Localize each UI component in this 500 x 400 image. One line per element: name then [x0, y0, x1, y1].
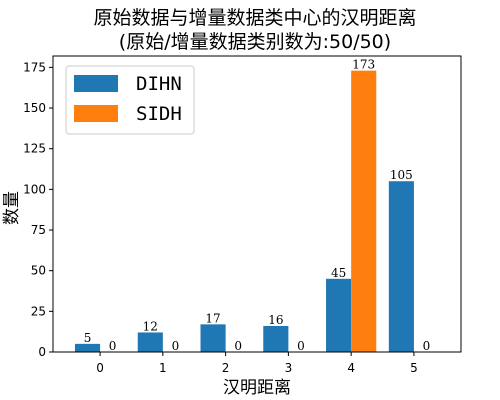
data-label-dihn-5: 105: [390, 168, 413, 182]
bar-dihn-1: [137, 332, 163, 352]
y-tick-label-175: 175: [23, 60, 46, 74]
bar-dihn-2: [200, 324, 226, 352]
data-label-sidh-0: 0: [109, 339, 117, 353]
y-axis-label: 数量: [2, 191, 22, 225]
bar-sidh-4: [351, 70, 377, 352]
bar-dihn-5: [388, 181, 414, 352]
data-label-dihn-4: 45: [331, 266, 346, 280]
data-label-sidh-5: 0: [423, 339, 431, 353]
bar-dihn-3: [263, 325, 289, 352]
legend-label-dihn: DIHN: [136, 73, 182, 95]
data-label-dihn-3: 16: [268, 313, 283, 327]
data-label-dihn-0: 5: [84, 331, 92, 345]
y-tick-label-150: 150: [23, 101, 46, 115]
data-label-sidh-1: 0: [172, 339, 180, 353]
chart-subtitle: (原始/增量数据类别数为:50/50): [119, 31, 391, 53]
bar-dihn-4: [326, 278, 352, 352]
x-tick-label-0: 0: [96, 361, 104, 375]
y-tick-label-50: 50: [31, 264, 46, 278]
data-label-dihn-1: 12: [143, 319, 158, 333]
chart-title: 原始数据与增量数据类中心的汉明距离: [93, 7, 416, 29]
y-tick-label-125: 125: [23, 142, 46, 156]
y-tick-label-25: 25: [31, 304, 46, 318]
data-label-sidh-3: 0: [297, 339, 305, 353]
legend-label-sidh: SIDH: [136, 103, 182, 125]
x-axis-label: 汉明距离: [223, 378, 291, 398]
data-label-sidh-4: 173: [352, 58, 375, 72]
y-tick-label-75: 75: [31, 223, 46, 237]
y-tick-label-100: 100: [23, 182, 46, 196]
x-tick-label-3: 3: [285, 361, 293, 375]
x-tick-label-2: 2: [222, 361, 230, 375]
legend-swatch-sidh: [74, 105, 118, 122]
axes-frame: [52, 55, 462, 353]
data-label-sidh-2: 0: [234, 339, 242, 353]
y-tick-label-0: 0: [38, 345, 46, 359]
legend-swatch-dihn: [74, 75, 118, 92]
x-tick-label-5: 5: [410, 361, 418, 375]
bar-dihn-0: [74, 343, 101, 352]
x-tick-label-4: 4: [347, 361, 355, 375]
data-label-dihn-2: 17: [205, 311, 220, 325]
x-tick-label-1: 1: [159, 361, 167, 375]
